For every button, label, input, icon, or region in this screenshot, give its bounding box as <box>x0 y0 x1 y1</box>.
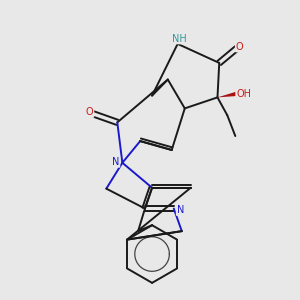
Text: OH: OH <box>236 88 251 98</box>
Text: NH: NH <box>172 34 187 44</box>
Text: N: N <box>112 157 119 167</box>
Polygon shape <box>218 91 239 98</box>
Text: N: N <box>177 205 184 215</box>
Text: O: O <box>86 107 94 117</box>
Text: O: O <box>236 42 243 52</box>
